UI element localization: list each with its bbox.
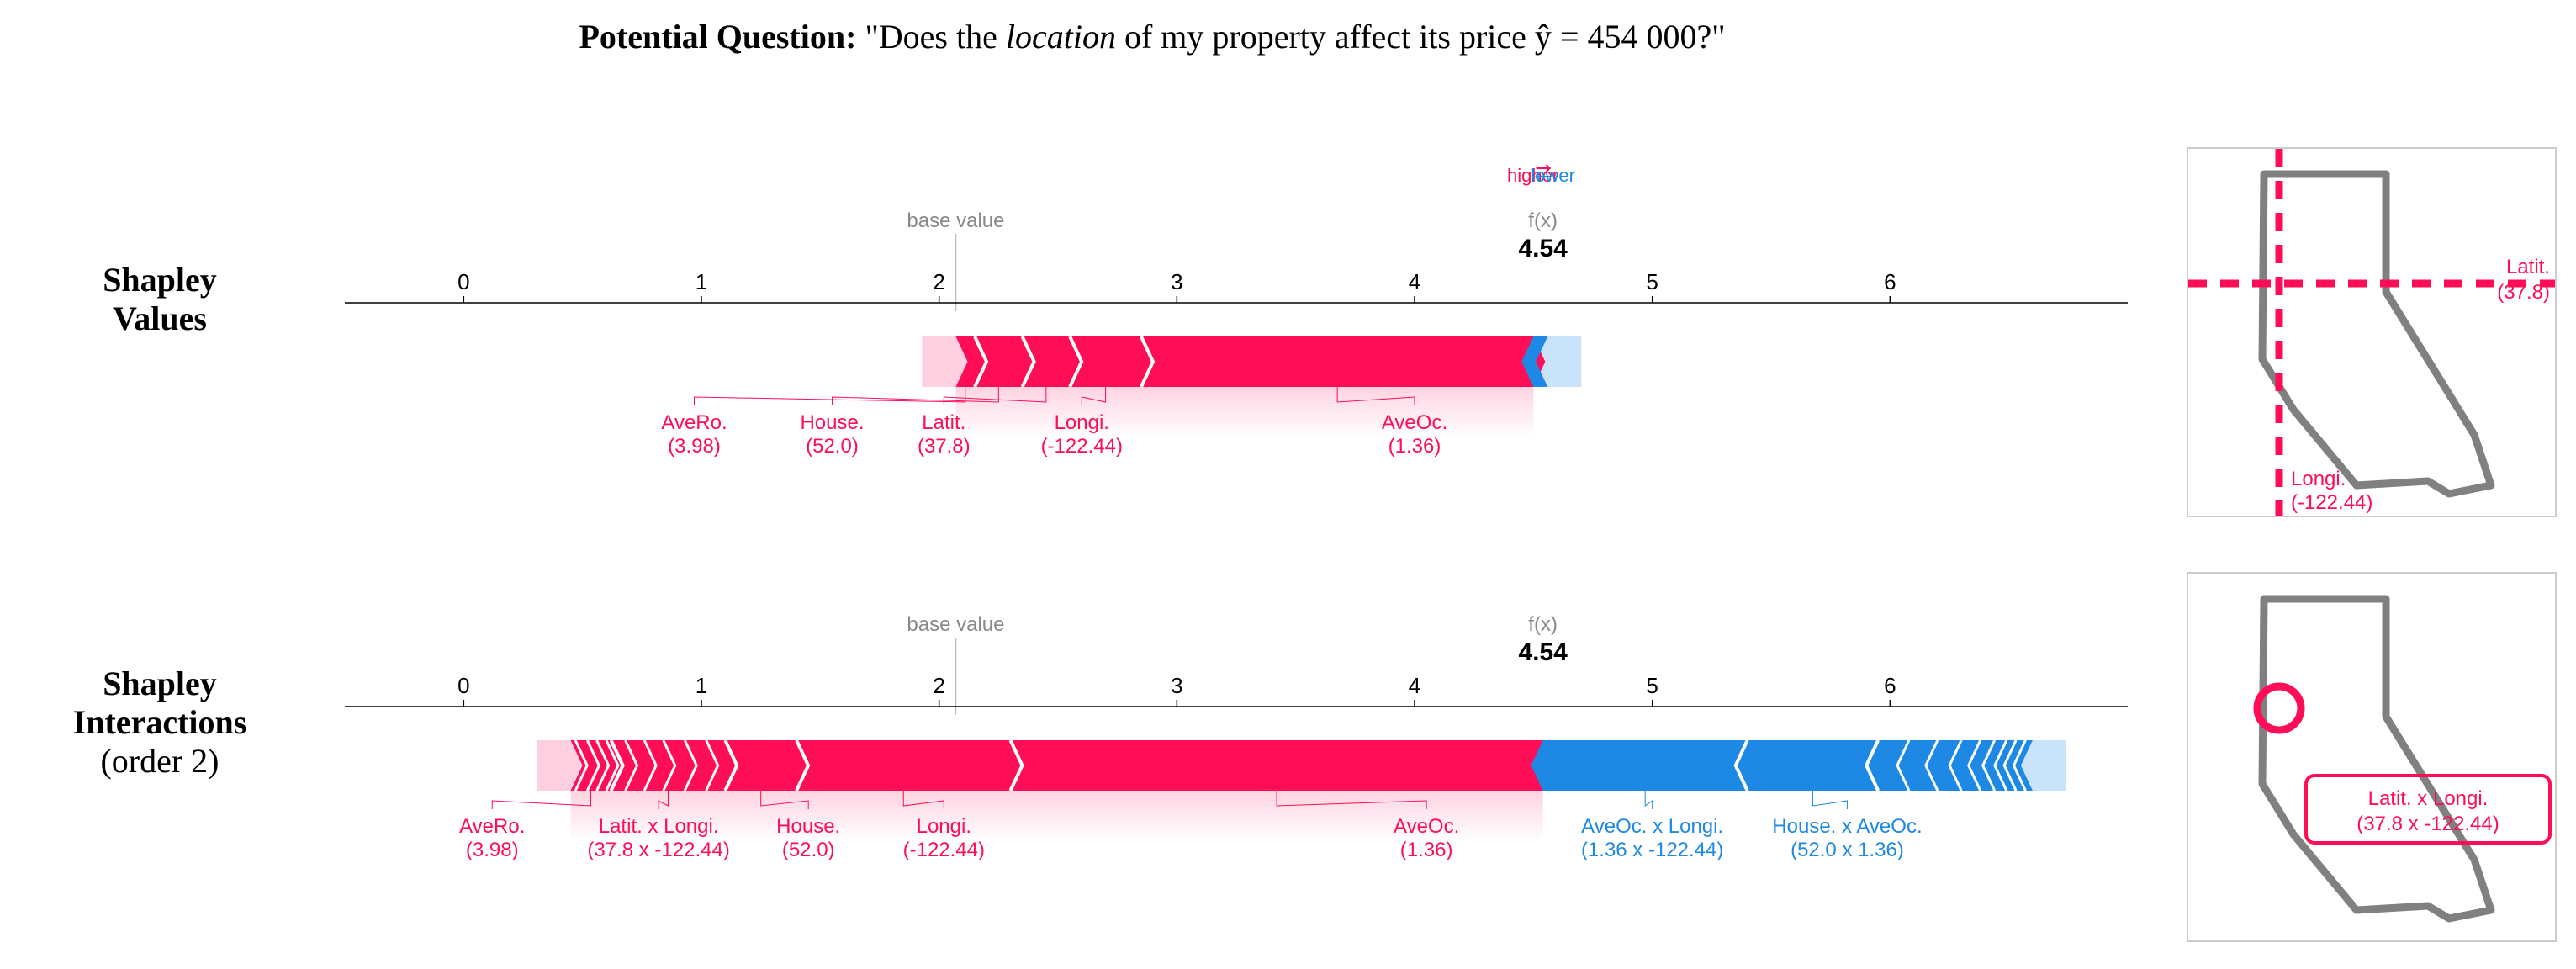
segment-label: House. x AveOc. bbox=[1772, 815, 1922, 838]
segment-label: House. bbox=[776, 815, 840, 838]
segment-value: (37.8 x -122.44) bbox=[587, 839, 729, 861]
segment-value: (-122.44) bbox=[1041, 435, 1123, 458]
axis-tick: 5 bbox=[1646, 673, 1658, 698]
segment-value: (1.36) bbox=[1389, 435, 1441, 458]
axis-tick: 1 bbox=[696, 269, 707, 294]
base-value-label: base value bbox=[907, 209, 1004, 232]
lon-label: Longi. bbox=[2291, 468, 2346, 490]
axis-tick: 5 bbox=[1646, 269, 1658, 294]
axis-tick: 4 bbox=[1409, 269, 1420, 294]
red-bar bbox=[955, 336, 1545, 387]
axis-tick: 0 bbox=[458, 673, 469, 698]
axis-tick: 2 bbox=[933, 269, 944, 294]
axis-tick: 1 bbox=[696, 673, 707, 698]
axis-tick: 2 bbox=[933, 673, 944, 698]
base-value-label: base value bbox=[907, 613, 1004, 636]
segment-value: (52.0) bbox=[782, 839, 835, 861]
segment-label: AveOc. bbox=[1394, 815, 1459, 838]
segment-label: Latit. x Longi. bbox=[599, 815, 719, 838]
title: Potential Question: "Does the location o… bbox=[311, 17, 1993, 56]
force-plot-shapley-values: higherlowerbase valuef(x)4.540123456AveR… bbox=[311, 135, 2161, 555]
axis-tick: 4 bbox=[1409, 673, 1420, 698]
lat-label: Latit. bbox=[2506, 256, 2550, 278]
map1-svg: Latit. (37.8) Longi. (-122.44) bbox=[2188, 149, 2555, 516]
title-q1: "Does the bbox=[865, 18, 1005, 56]
segment-value: (52.0) bbox=[806, 435, 859, 458]
california-outline-icon bbox=[2262, 174, 2491, 494]
fx-value: 4.54 bbox=[1518, 235, 1568, 262]
map-lat-long: Latit. (37.8) Longi. (-122.44) bbox=[2187, 147, 2557, 517]
segment-value: (3.98) bbox=[668, 435, 721, 458]
segment-label: Latit. bbox=[922, 411, 965, 434]
fx-label: f(x) bbox=[1528, 209, 1558, 232]
title-prefix: Potential Question: bbox=[579, 18, 865, 56]
segment-label: AveOc. x Longi. bbox=[1581, 815, 1723, 838]
segment-value: (1.36) bbox=[1400, 839, 1453, 861]
segment-value: (-122.44) bbox=[903, 839, 985, 861]
interaction-label: Latit. x Longi. bbox=[2368, 787, 2489, 810]
segment-label: AveRo. bbox=[459, 815, 525, 838]
axis-tick: 6 bbox=[1884, 673, 1896, 698]
map-interaction: Latit. x Longi. (37.8 x -122.44) bbox=[2187, 572, 2557, 942]
lat-val: (37.8) bbox=[2497, 281, 2550, 304]
segment-value: (52.0 x 1.36) bbox=[1791, 839, 1904, 861]
segment-value: (3.98) bbox=[466, 839, 519, 861]
segment-label: Longi. bbox=[917, 815, 971, 838]
force-plot-shapley-interactions: base value f(x)4.54 0 1 2 3 4 5 6 AveRo.(3.98) Lat… bbox=[311, 538, 2161, 959]
axis-tick: 6 bbox=[1884, 269, 1896, 294]
map2-svg: Latit. x Longi. (37.8 x -122.44) bbox=[2188, 574, 2555, 940]
segment-value: (37.8) bbox=[918, 435, 971, 458]
fx-label: f(x) bbox=[1528, 613, 1558, 636]
segment-label: AveOc. bbox=[1382, 411, 1447, 434]
label-shapley-values: Shapley Values bbox=[34, 261, 286, 338]
segment-label: House. bbox=[800, 411, 864, 434]
segment-label: Longi. bbox=[1055, 411, 1109, 434]
axis-tick: 3 bbox=[1171, 673, 1182, 698]
axis-tick: 0 bbox=[458, 269, 469, 294]
segment-value: (1.36 x -122.44) bbox=[1581, 839, 1723, 861]
interaction-val: (37.8 x -122.44) bbox=[2356, 813, 2499, 835]
california-outline-icon bbox=[2262, 599, 2491, 919]
fx-value: 4.54 bbox=[1518, 638, 1568, 666]
title-rest: of my property affect its price ŷ = 454 … bbox=[1116, 18, 1726, 56]
axis-tick: 3 bbox=[1171, 269, 1182, 294]
label-shapley-interactions: Shapley Interactions (order 2) bbox=[17, 665, 303, 781]
lon-val: (-122.44) bbox=[2291, 491, 2372, 514]
segment-label: AveRo. bbox=[661, 411, 727, 434]
title-italic: location bbox=[1006, 18, 1116, 56]
